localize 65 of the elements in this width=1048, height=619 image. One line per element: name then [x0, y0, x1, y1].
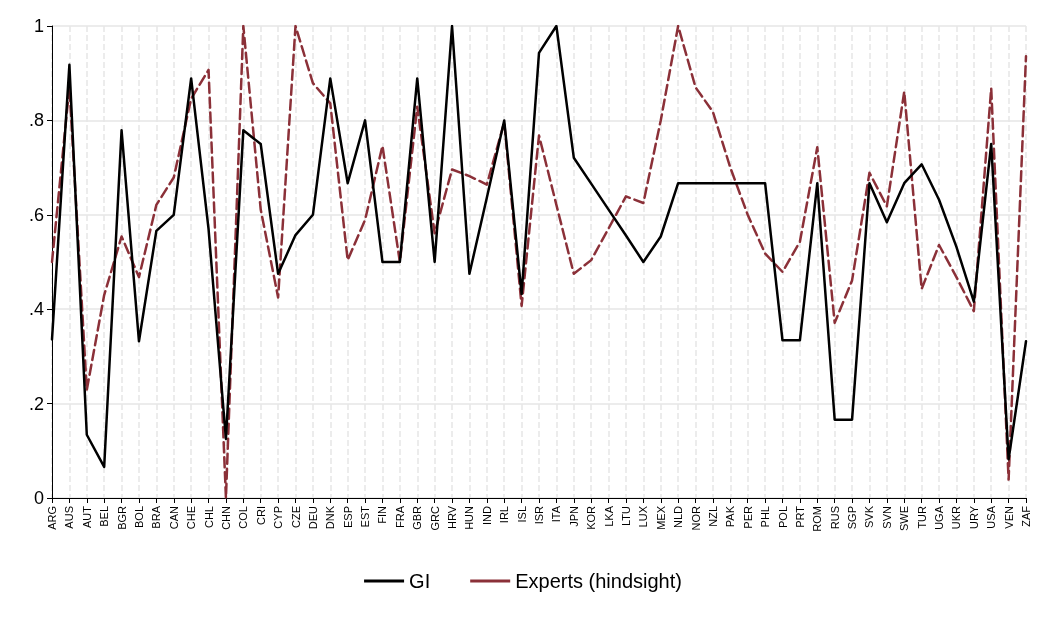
x-tick-label: PRT — [793, 505, 806, 528]
x-tick-label: NLD — [672, 505, 685, 529]
x-tick-label: CYP — [272, 506, 285, 529]
x-tick-label: HUN — [463, 505, 476, 530]
x-tick-label: JPN — [567, 505, 580, 527]
x-tick-label: LUX — [637, 505, 650, 528]
x-tick-label: NZL — [706, 506, 719, 527]
x-tick-label: PER — [741, 505, 754, 529]
x-tick-label: IND — [480, 505, 493, 525]
x-tick-label: BGR — [115, 505, 128, 530]
x-tick-label: BRA — [150, 505, 163, 529]
x-tick-label: AUT — [80, 505, 93, 528]
x-tick-label: PAK — [724, 505, 737, 528]
y-tick-label: .8 — [28, 110, 44, 131]
y-tick-label: 1 — [33, 16, 44, 36]
x-tick-label: LTU — [619, 505, 632, 526]
x-tick-label: SVN — [880, 505, 893, 529]
x-tick-label: GBR — [411, 505, 424, 530]
x-tick-label: MEX — [654, 505, 667, 530]
x-tick-label: ITA — [550, 505, 563, 523]
x-tick-label: RUS — [828, 506, 841, 530]
x-tick-label: ZAF — [1020, 505, 1032, 527]
x-tick-label: GRC — [428, 505, 441, 531]
y-tick-label: .2 — [28, 393, 44, 414]
x-tick-label: ISL — [515, 506, 528, 523]
x-tick-label: CRI — [254, 506, 267, 525]
x-tick-label: CZE — [289, 506, 302, 528]
x-tick-label: UKR — [950, 505, 963, 530]
x-tick-label: CHL — [202, 506, 215, 529]
x-tick-label: KOR — [585, 505, 598, 530]
y-tick-label: .4 — [28, 299, 44, 320]
x-tick-label: ROM — [811, 506, 824, 532]
x-tick-label: ISR — [533, 505, 545, 525]
x-tick-label: TUR — [915, 505, 928, 529]
legend-label: GI — [409, 570, 431, 592]
x-tick-label: IRL — [498, 506, 511, 524]
x-tick-label: BEL — [98, 506, 111, 527]
x-tick-label: ESP — [341, 506, 354, 529]
x-tick-label: URY — [967, 505, 980, 530]
x-tick-label: FIN — [376, 505, 389, 524]
x-tick-label: CAN — [167, 505, 180, 530]
x-tick-label: SVK — [863, 505, 876, 529]
x-tick-label: COL — [237, 506, 250, 529]
x-tick-label: LKA — [602, 505, 615, 527]
x-tick-label: USA — [985, 505, 998, 529]
x-tick-label: AUS — [63, 506, 76, 529]
x-tick-label: PHL — [759, 506, 772, 528]
x-tick-label: CHE — [185, 506, 198, 530]
x-tick-label: NOR — [689, 505, 702, 531]
x-tick-label: DNK — [324, 505, 337, 530]
x-tick-label: UGA — [933, 505, 946, 530]
x-tick-label: ARG — [46, 506, 58, 530]
x-tick-label: FRA — [393, 505, 406, 528]
legend-label: Experts (hindsight) — [515, 570, 682, 592]
x-tick-label: SWE — [898, 506, 911, 532]
x-tick-label: SGP — [846, 506, 859, 530]
x-tick-label: BOL — [132, 506, 145, 529]
x-tick-label: POL — [776, 506, 789, 529]
x-tick-label: VEN — [1002, 505, 1015, 529]
x-tick-label: EST — [359, 505, 372, 528]
x-tick-label: DEU — [306, 505, 319, 530]
x-tick-label: CHN — [219, 505, 232, 530]
y-tick-label: 0 — [33, 488, 44, 508]
y-tick-label: .6 — [28, 204, 44, 225]
x-tick-label: HRV — [446, 505, 459, 530]
